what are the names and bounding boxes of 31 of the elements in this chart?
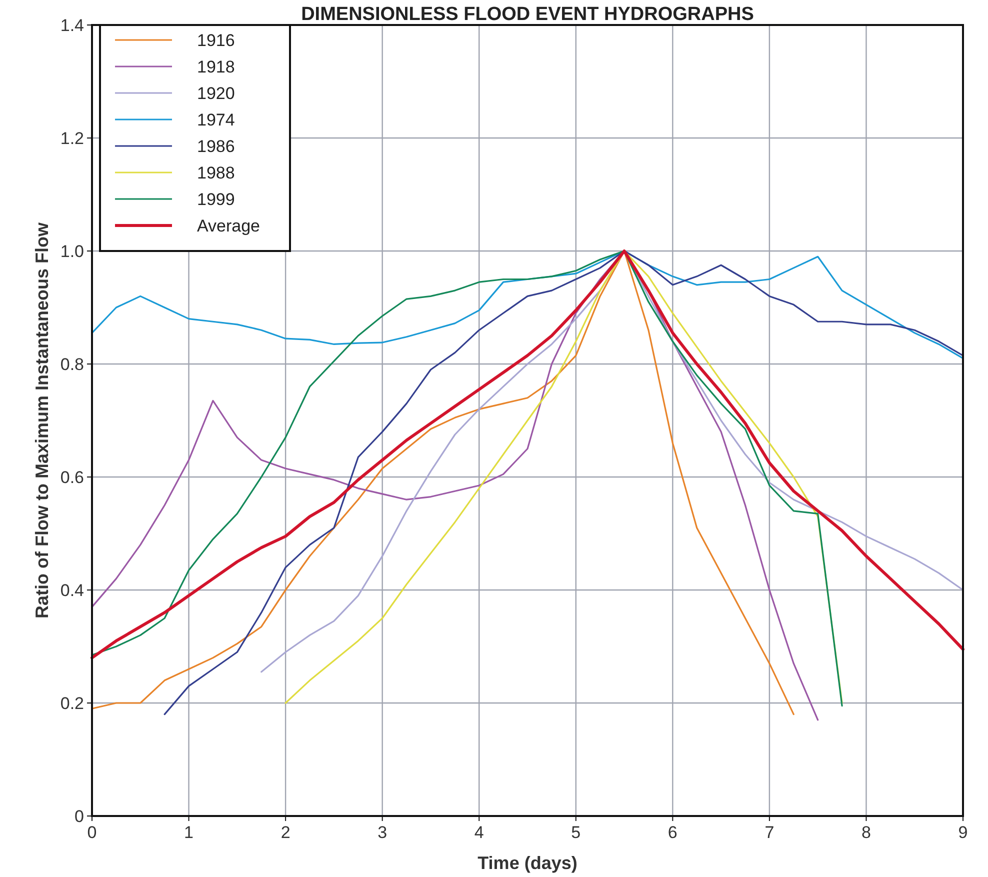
x-tick-label: 9 <box>958 823 968 842</box>
x-tick-label: 1 <box>184 823 194 842</box>
legend-label: 1974 <box>197 110 235 130</box>
y-tick-label: 1.2 <box>60 129 84 148</box>
x-tick-label: 4 <box>474 823 484 842</box>
legend-label: Average <box>197 216 260 236</box>
y-tick-label: 0.6 <box>60 468 84 487</box>
x-tick-label: 6 <box>668 823 678 842</box>
y-axis-title: Ratio of Flow to Maximum Instantaneous Flow <box>32 222 52 619</box>
chart-title: DIMENSIONLESS FLOOD EVENT HYDROGRAPHS <box>301 4 754 25</box>
x-axis-title: Time (days) <box>478 853 578 873</box>
x-tick-label: 8 <box>861 823 871 842</box>
x-tick-label: 3 <box>378 823 388 842</box>
x-tick-label: 5 <box>571 823 581 842</box>
x-tick-label: 7 <box>764 823 774 842</box>
legend-label: 1988 <box>197 164 235 182</box>
legend-label: 1920 <box>197 84 235 103</box>
x-tick-label: 2 <box>280 823 290 842</box>
y-tick-label: 0 <box>74 807 84 826</box>
legend-label: 1986 <box>197 137 235 156</box>
y-tick-label: 0.8 <box>60 355 84 374</box>
y-tick-label: 1.0 <box>60 242 84 261</box>
legend-label: 1916 <box>197 31 235 50</box>
legend-label: 1999 <box>197 190 235 209</box>
legend-label: 1918 <box>197 58 235 76</box>
x-tick-label: 0 <box>87 823 97 842</box>
line-series <box>90 250 964 660</box>
y-tick-label: 0.2 <box>60 694 84 713</box>
y-tick-label: 0.4 <box>60 581 84 600</box>
y-tick-label: 1.4 <box>60 16 84 35</box>
line-series <box>164 250 964 716</box>
